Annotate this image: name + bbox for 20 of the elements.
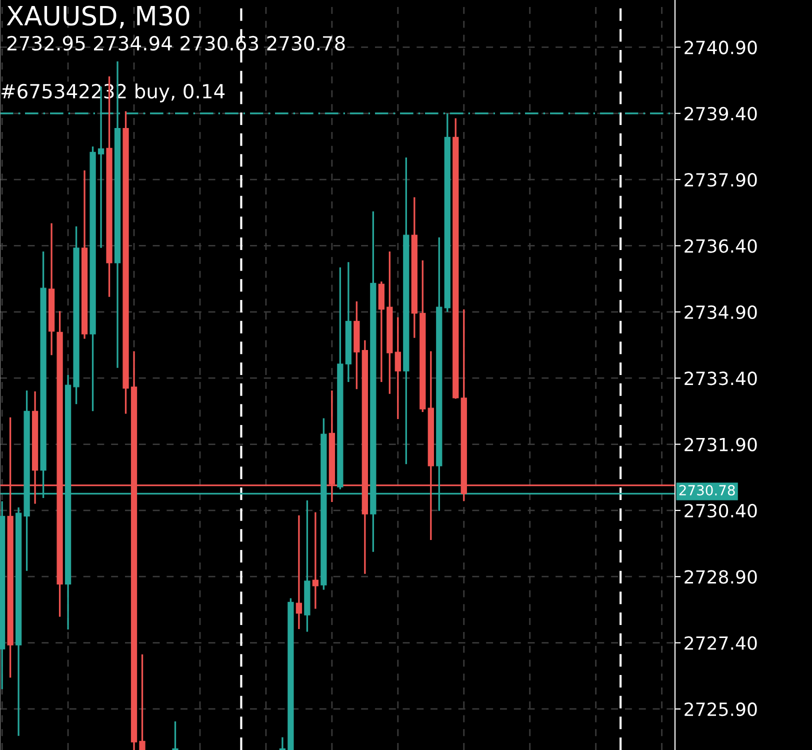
y-tick-label: 2730.40: [684, 504, 757, 518]
candlestick: [312, 512, 319, 609]
y-tick-label: 2731.90: [684, 438, 757, 452]
ref-line-label: 2730.78: [679, 484, 735, 496]
y-tick-label: 2733.40: [684, 372, 757, 386]
y-tick-label: 2739.40: [684, 106, 757, 120]
text: 2732.95 2734.94 2730.63 2730.78: [7, 36, 345, 51]
candlestick: [394, 317, 401, 420]
y-tick-label: 2728.90: [684, 570, 757, 584]
candlestick: [279, 737, 286, 750]
y-tick-label: 2725.90: [684, 702, 757, 716]
candlestick: [172, 721, 178, 750]
candlestick: [139, 654, 146, 750]
candlestick: [296, 515, 302, 630]
y-tick-label: 2737.90: [684, 173, 757, 187]
y-tick-label: 2736.40: [684, 239, 757, 253]
chart-title: XAUUSD, M30: [6, 6, 190, 28]
y-tick-label: 2727.40: [684, 636, 757, 650]
y-tick-label: 2734.90: [684, 305, 757, 320]
y-tick-label: 2740.90: [684, 40, 757, 54]
